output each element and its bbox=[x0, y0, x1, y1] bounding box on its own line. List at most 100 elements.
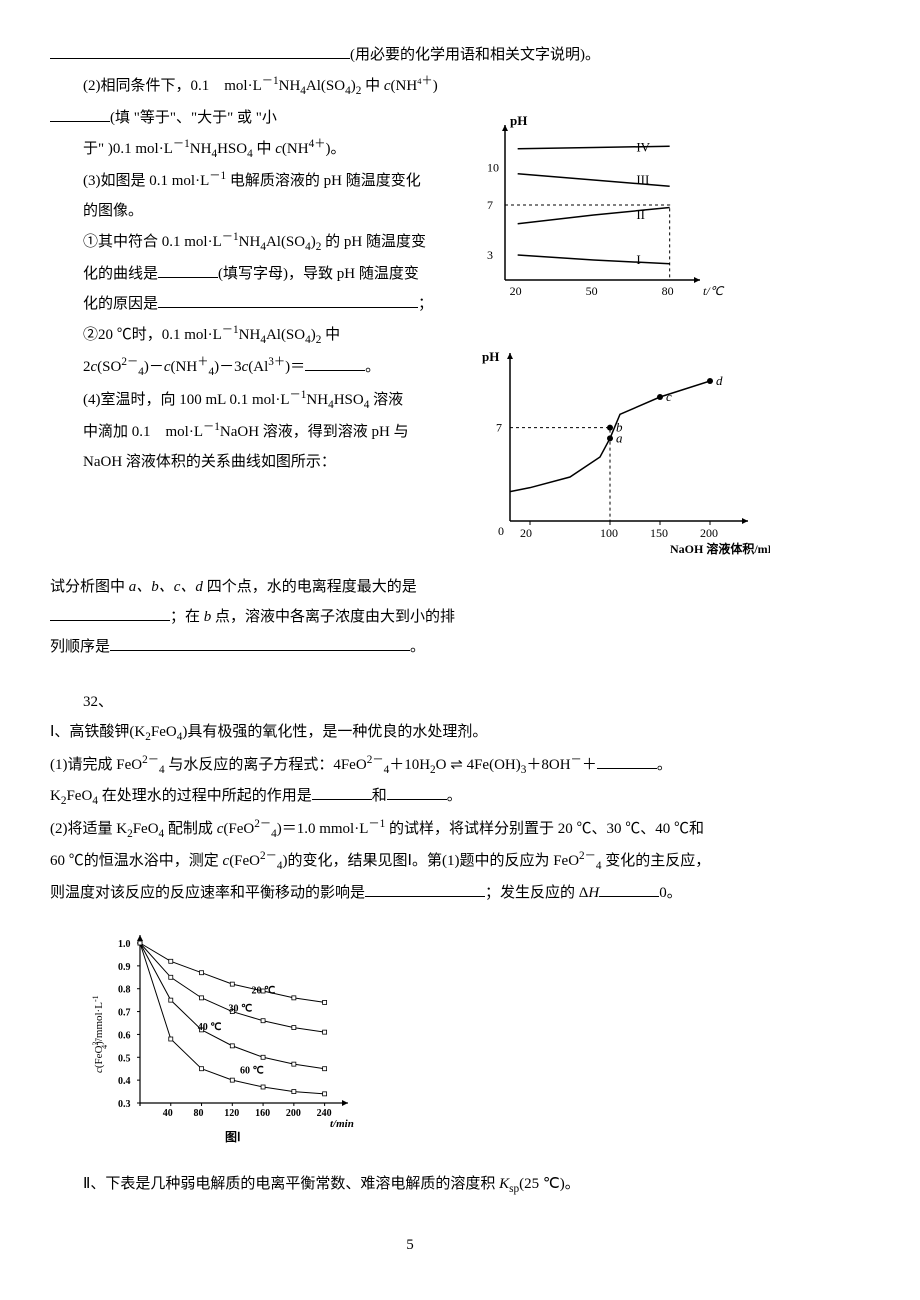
text: ＋8OH bbox=[526, 757, 570, 773]
text: ＋10H bbox=[389, 757, 430, 773]
text: (NH bbox=[171, 359, 198, 375]
svg-text:7: 7 bbox=[496, 421, 502, 435]
svg-text:pH: pH bbox=[482, 349, 499, 364]
text: Al(SO bbox=[266, 327, 305, 343]
chart-1-container: pHt/℃3710205080IIIIIIIV pH7020100150200N… bbox=[470, 110, 770, 572]
text: (4)室温时，向 100 mL 0.1 mol·L bbox=[83, 392, 290, 408]
exponent: －1 bbox=[262, 75, 279, 87]
text: 中 bbox=[253, 141, 276, 157]
exponent: －1 bbox=[222, 231, 239, 243]
text: )的变化，结果见图Ⅰ。第(1)题中的反应为 FeO bbox=[283, 853, 580, 869]
sub: sp bbox=[509, 1183, 519, 1195]
text: ①其中符合 0.1 mol·L bbox=[83, 234, 222, 250]
text: (1)请完成 FeO bbox=[50, 757, 142, 773]
svg-text:200: 200 bbox=[286, 1108, 301, 1119]
concentration-vs-time-chart: c(FeO2-4)/mmol·L-10.30.40.50.60.70.80.91… bbox=[90, 918, 370, 1148]
svg-text:t/℃: t/℃ bbox=[703, 284, 725, 298]
svg-text:0.7: 0.7 bbox=[118, 1007, 131, 1018]
svg-text:200: 200 bbox=[700, 526, 718, 540]
text: K bbox=[50, 788, 61, 804]
text: 和 bbox=[372, 788, 387, 804]
text: (填写字母)，导致 pH 随温度变 bbox=[218, 266, 419, 282]
chart-3-container: c(FeO2-4)/mmol·L-10.30.40.50.60.70.80.91… bbox=[90, 918, 770, 1159]
text: 化的原因是 bbox=[83, 296, 158, 312]
svg-text:20: 20 bbox=[510, 284, 522, 298]
text: )－ bbox=[144, 359, 164, 375]
exponent: －1 bbox=[173, 138, 190, 150]
svg-text:b: b bbox=[616, 420, 623, 435]
equilibrium-arrow: ⇌ bbox=[450, 757, 463, 773]
hint: (填 "等于"、"大于" 或 "小 bbox=[110, 110, 277, 126]
svg-text:60 ℃: 60 ℃ bbox=[240, 1065, 264, 1076]
svg-text:II: II bbox=[636, 207, 645, 222]
svg-text:IV: IV bbox=[636, 140, 650, 155]
blank bbox=[50, 121, 110, 122]
text: )＝ bbox=[285, 359, 305, 375]
text: (Al bbox=[248, 359, 268, 375]
svg-text:50: 50 bbox=[586, 284, 598, 298]
text: (FeO bbox=[229, 853, 260, 869]
text: 溶液 bbox=[369, 392, 403, 408]
ion: 2－ bbox=[579, 850, 596, 862]
text: )＝1.0 mmol·L bbox=[277, 821, 369, 837]
svg-text:0: 0 bbox=[498, 524, 504, 538]
blank-explanation bbox=[50, 58, 350, 59]
svg-text:0.9: 0.9 bbox=[118, 961, 131, 972]
ph-vs-naoh-chart: pH7020100150200NaOH 溶液体积/mLabcd bbox=[470, 341, 770, 561]
blank bbox=[599, 896, 659, 897]
svg-text:0.6: 0.6 bbox=[118, 1030, 131, 1041]
svg-text:0.8: 0.8 bbox=[118, 984, 131, 995]
exponent: －1 bbox=[368, 818, 385, 830]
text: 化的曲线是 bbox=[83, 266, 158, 282]
svg-text:3: 3 bbox=[487, 248, 493, 262]
blank bbox=[365, 896, 485, 897]
text: (用必要的化学用语和相关文字说明)。 bbox=[350, 47, 600, 63]
charge: 3＋ bbox=[268, 356, 285, 368]
svg-text:10: 10 bbox=[487, 161, 499, 175]
text: (2)将适量 K bbox=[50, 821, 127, 837]
text: 60 ℃的恒温水浴中，测定 bbox=[50, 853, 223, 869]
svg-text:7: 7 bbox=[487, 198, 493, 212]
text: 。 bbox=[447, 788, 462, 804]
ion: 2－ bbox=[121, 356, 138, 368]
text: 0。 bbox=[659, 885, 682, 901]
text: 4Fe(OH) bbox=[463, 757, 521, 773]
ion: 2－ bbox=[367, 754, 384, 766]
text: )具有极强的氧化性，是一种优良的水处理剂。 bbox=[182, 724, 487, 740]
svg-text:20 ℃: 20 ℃ bbox=[252, 985, 276, 996]
svg-text:t/min: t/min bbox=[330, 1118, 354, 1130]
text: (3)如图是 0.1 mol·L bbox=[83, 173, 209, 189]
svg-text:c(FeO2-4)/mmol·L-1: c(FeO2-4)/mmol·L-1 bbox=[91, 995, 109, 1073]
charge: ＋ bbox=[197, 356, 208, 368]
var-H: H bbox=[588, 885, 599, 901]
text: (NH bbox=[282, 141, 309, 157]
text: FeO bbox=[151, 724, 177, 740]
text: 与水反应的离子方程式：4FeO bbox=[165, 757, 367, 773]
text: )－3 bbox=[214, 359, 242, 375]
var-c: c bbox=[384, 78, 391, 94]
text: ②20 ℃时，0.1 mol·L bbox=[83, 327, 222, 343]
ph-vs-temp-chart: pHt/℃3710205080IIIIIIIV bbox=[470, 110, 730, 310]
svg-text:80: 80 bbox=[194, 1108, 204, 1119]
text: HSO bbox=[334, 392, 364, 408]
svg-text:150: 150 bbox=[650, 526, 668, 540]
ion: 2－ bbox=[254, 818, 271, 830]
text: ) bbox=[433, 78, 438, 94]
var-c: c bbox=[164, 359, 171, 375]
svg-text:III: III bbox=[636, 172, 649, 187]
text: NH bbox=[306, 392, 328, 408]
svg-text:40: 40 bbox=[163, 1108, 173, 1119]
text: 在处理水的过程中所起的作用是 bbox=[98, 788, 312, 804]
text: 中滴加 0.1 mol·L bbox=[83, 424, 203, 440]
text: (NH bbox=[391, 78, 418, 94]
ion: 2－ bbox=[142, 754, 159, 766]
text: ＋ bbox=[582, 757, 597, 773]
svg-text:120: 120 bbox=[224, 1108, 239, 1119]
blank bbox=[597, 768, 657, 769]
question-number-32: 32、 bbox=[50, 687, 770, 717]
text: Al(SO bbox=[306, 78, 345, 94]
ion-charge: 4＋ bbox=[309, 138, 326, 150]
text: Al(SO bbox=[266, 234, 305, 250]
text: NH bbox=[239, 234, 261, 250]
exponent: －1 bbox=[209, 170, 226, 182]
